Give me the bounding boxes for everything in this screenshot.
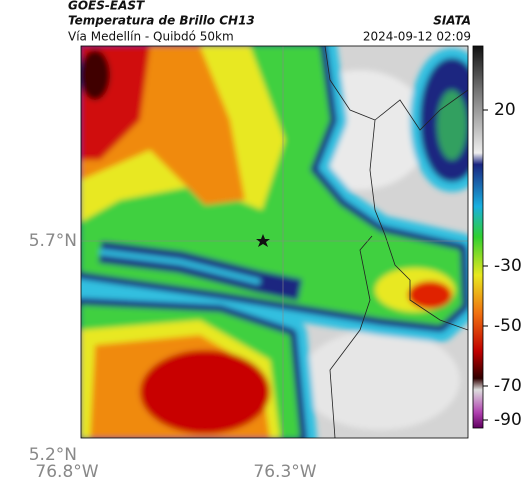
satellite-image [81, 46, 468, 438]
brand-label: SIATA [433, 14, 471, 28]
lat-label: 5.7°N [29, 231, 77, 251]
map-title: Temperatura de Brillo CH13 [68, 14, 255, 28]
colorbar-tick-label: -30 [494, 256, 522, 276]
colorbar [472, 45, 484, 429]
colorbar-tick-label: 20 [494, 100, 516, 120]
colorbar-tick-label: -50 [494, 316, 522, 336]
colorbar-tick-label: -70 [494, 376, 522, 396]
datetime-label: 2024-09-12 02:09 [363, 30, 471, 44]
lon-label: 76.3°W [253, 462, 316, 482]
colorbar-ticks: 20 -30 -50 -70 -90 [483, 100, 522, 430]
lat-label: 5.2°N [29, 445, 77, 465]
colorbar-tick-label: -90 [494, 410, 522, 430]
source-label: GOES-EAST [68, 0, 145, 13]
lon-label: 76.8°W [35, 462, 98, 482]
route-label: Vía Medellín - Quibdó 50km [68, 30, 234, 44]
